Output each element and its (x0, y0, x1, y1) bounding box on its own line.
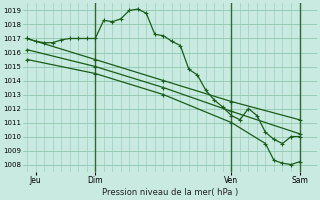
X-axis label: Pression niveau de la mer( hPa ): Pression niveau de la mer( hPa ) (101, 188, 238, 197)
